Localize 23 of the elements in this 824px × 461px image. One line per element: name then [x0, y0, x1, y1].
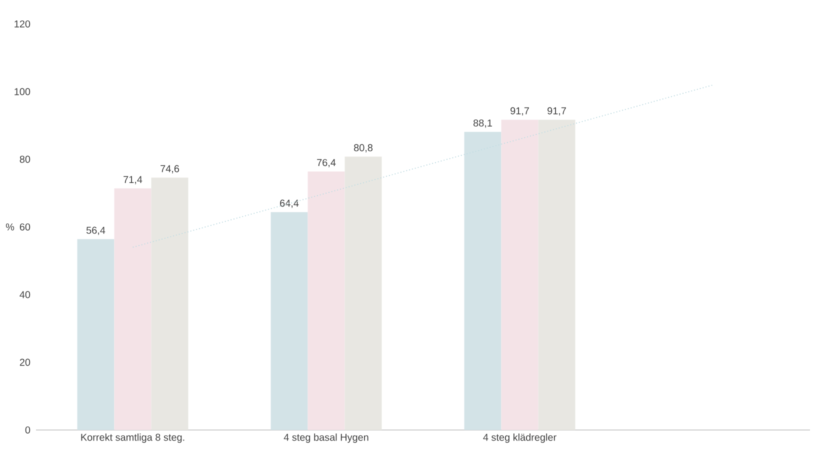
bar	[270, 212, 308, 430]
data-label: 88,1	[474, 119, 492, 128]
bar	[77, 239, 114, 430]
data-label: 64,4	[280, 200, 299, 208]
y-axis-title: %	[6, 223, 14, 230]
x-tick-label: 4 steg basal Hygen	[284, 434, 368, 443]
x-tick-label: Korrekt samtliga 8 steg.	[81, 434, 184, 443]
y-tick-label: 60	[20, 223, 30, 231]
y-tick-label: 20	[20, 358, 30, 366]
y-tick-label: 0	[25, 426, 30, 434]
data-label: 71,4	[124, 176, 142, 184]
x-tick-label: 4 steg klädregler	[483, 434, 556, 443]
data-label: 80,8	[354, 144, 373, 152]
y-tick-label: 40	[20, 291, 30, 298]
bar	[464, 132, 502, 430]
data-label: 76,4	[317, 159, 336, 168]
data-label: 74,6	[160, 165, 180, 174]
data-label: 91,7	[548, 107, 566, 116]
y-tick-label: 120	[14, 20, 30, 28]
data-label: 56,4	[86, 226, 106, 235]
data-label: 91,7	[510, 107, 529, 116]
y-tick-label: 80	[20, 156, 30, 163]
y-tick-label: 100	[14, 88, 30, 96]
